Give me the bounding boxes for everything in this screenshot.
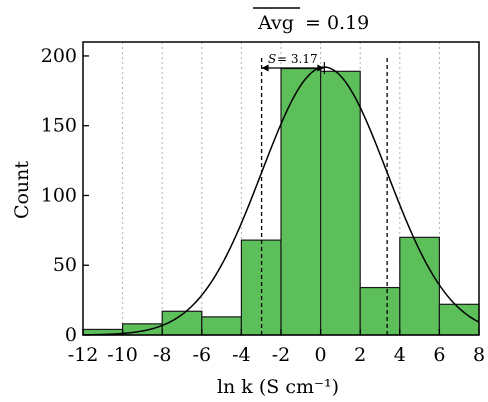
y-tick-label: 50 xyxy=(53,254,77,276)
mean-annotation: Avg = 0.19 xyxy=(253,7,369,34)
x-tick-label: -2 xyxy=(272,344,291,366)
y-axis-label: Count xyxy=(11,161,33,219)
histogram-bar xyxy=(359,286,401,336)
sd-arrow-head-right xyxy=(317,64,325,72)
x-tick-label: 4 xyxy=(394,344,406,366)
x-axis-label: ln k (S cm⁻¹) xyxy=(217,376,339,398)
y-tick-label: 200 xyxy=(41,45,77,67)
x-tick-label: 8 xyxy=(473,344,485,366)
std-dev-markers xyxy=(260,58,388,335)
std-dev-annotation: S = 3.17 xyxy=(268,52,318,66)
y-tick-label: 100 xyxy=(41,184,77,206)
x-tick-label: -6 xyxy=(193,344,212,366)
y-tick-label: 0 xyxy=(65,324,77,346)
histogram-bar xyxy=(201,316,243,336)
std-dev-label: S xyxy=(268,52,276,66)
sd-arrow-head-left xyxy=(261,64,269,72)
x-tick-label: 0 xyxy=(315,344,327,366)
histogram-bar xyxy=(320,70,361,336)
x-tick-label: -8 xyxy=(153,344,172,366)
mean-label: Avg xyxy=(257,12,294,34)
x-tick-label: 2 xyxy=(354,344,366,366)
axis-ticks: -12 -10 -8 -6 -4 -2 0 2 4 6 8 0 50 100 150 200 xyxy=(41,45,485,366)
x-tick-label: -10 xyxy=(107,344,138,366)
histogram-bar xyxy=(438,303,480,336)
x-tick-label: -12 xyxy=(68,344,99,366)
gaussian-fit xyxy=(82,66,480,336)
x-tick-label: -4 xyxy=(232,344,251,366)
mean-value: = 0.19 xyxy=(305,12,369,34)
x-tick-label: 6 xyxy=(433,344,445,366)
histogram-bar xyxy=(280,67,322,336)
histogram-bar xyxy=(399,236,440,336)
y-tick-label: 150 xyxy=(41,115,77,137)
fit-curve xyxy=(82,66,480,336)
histogram-bars xyxy=(82,67,480,336)
std-dev-value: = 3.17 xyxy=(277,52,318,66)
